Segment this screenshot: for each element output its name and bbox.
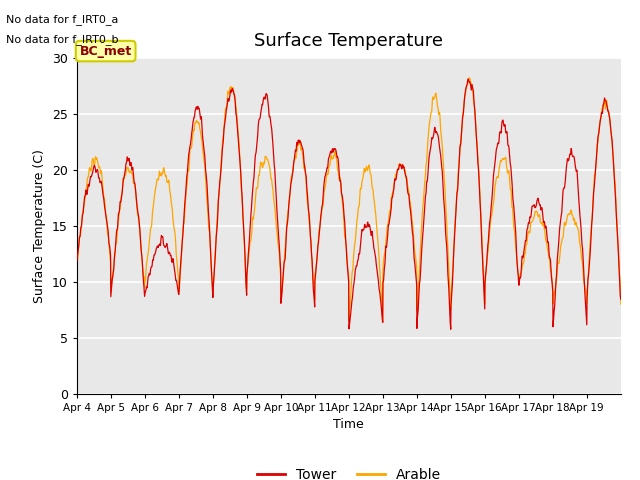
Legend: Tower, Arable: Tower, Arable xyxy=(252,462,446,480)
Text: No data for f_IRT0_a: No data for f_IRT0_a xyxy=(6,14,119,25)
Text: BC_met: BC_met xyxy=(79,45,132,58)
X-axis label: Time: Time xyxy=(333,418,364,431)
Title: Surface Temperature: Surface Temperature xyxy=(254,33,444,50)
Y-axis label: Surface Temperature (C): Surface Temperature (C) xyxy=(33,149,46,302)
Text: No data for f_IRT0_b: No data for f_IRT0_b xyxy=(6,34,119,45)
